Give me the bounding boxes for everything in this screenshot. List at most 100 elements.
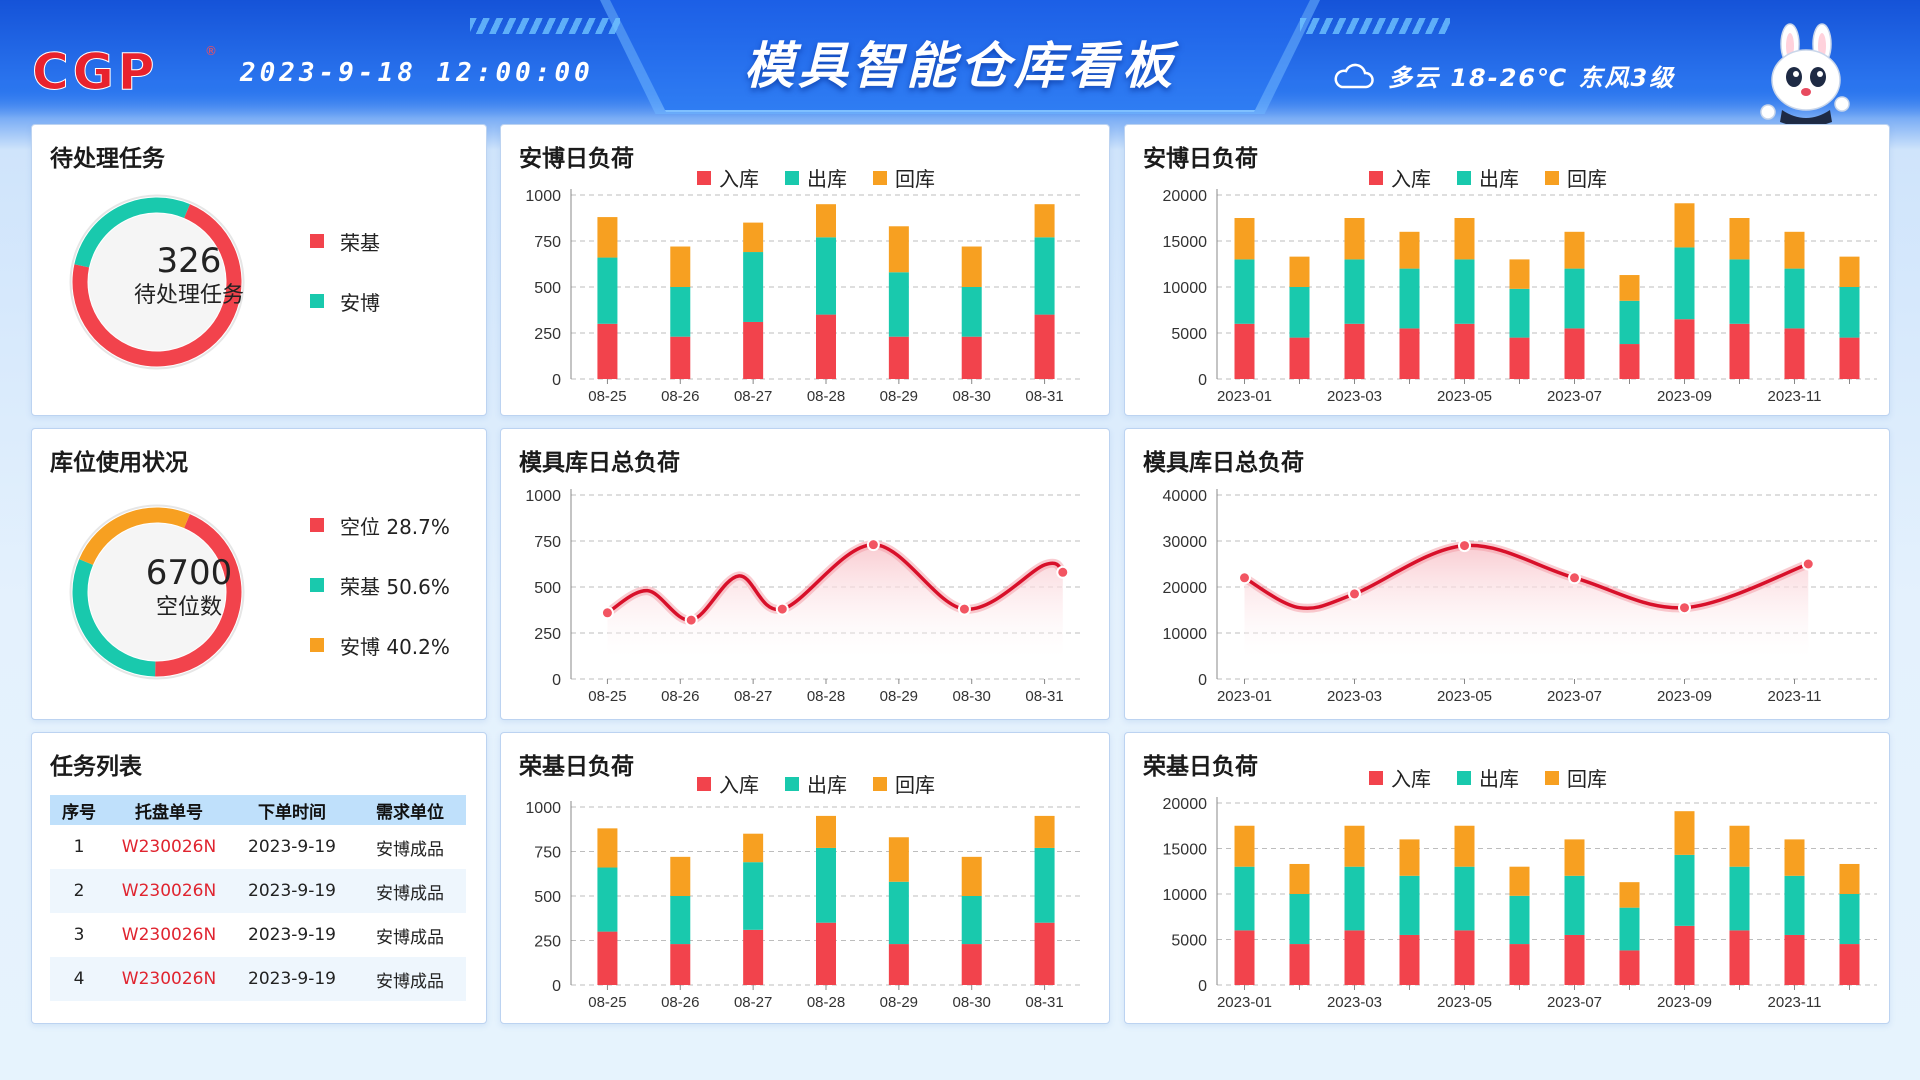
x-tick-label: 08-30 bbox=[953, 688, 991, 705]
table-row[interactable]: 1 W230026N 2023-9-19 安博成品 bbox=[50, 825, 466, 869]
bar-segment bbox=[1234, 930, 1255, 985]
header-stripes-left bbox=[470, 18, 620, 34]
y-tick-label: 0 bbox=[1198, 672, 1207, 689]
bar-segment bbox=[597, 931, 618, 985]
bar-segment bbox=[1454, 825, 1475, 867]
bar-segment bbox=[743, 321, 764, 379]
legend-label: 出库 bbox=[1479, 167, 1519, 191]
legend-label: 空位 28.7% bbox=[340, 514, 450, 539]
y-tick-label: 750 bbox=[534, 234, 561, 251]
panel-title: 荣基日负荷 bbox=[1143, 754, 1258, 780]
data-point bbox=[1458, 539, 1471, 553]
legend-swatch bbox=[697, 776, 711, 791]
bar-segment bbox=[1234, 218, 1255, 260]
anbo-daily-panel: 安博日负荷 入库 出库 回库 0 250 500 750 1000 08-25 08-26 0… bbox=[500, 124, 1110, 416]
donut-segment bbox=[79, 507, 190, 566]
bar-segment bbox=[1344, 259, 1365, 324]
donut-segment bbox=[72, 559, 156, 677]
cell-order-time: 2023-9-19 bbox=[248, 969, 336, 989]
panel-title: 任务列表 bbox=[50, 754, 142, 780]
legend-swatch bbox=[1545, 170, 1559, 185]
x-tick-label: 08-27 bbox=[734, 388, 772, 405]
y-tick-label: 1000 bbox=[525, 188, 561, 205]
rongji-monthly-chart: 0 5000 10000 15000 20000 2023-01 2023-03 2023-0… bbox=[1163, 796, 1877, 1011]
cell-pallet-no: W230026N bbox=[121, 837, 217, 857]
x-tick-label: 08-31 bbox=[1025, 688, 1063, 705]
donut-segment bbox=[72, 204, 242, 367]
bar-segment bbox=[1034, 204, 1055, 238]
panel-title: 模具库日总负荷 bbox=[1143, 450, 1304, 476]
cell-unit: 安博成品 bbox=[376, 927, 444, 948]
column-header: 序号 bbox=[62, 802, 96, 823]
data-point bbox=[1238, 571, 1251, 585]
bar-segment bbox=[1674, 247, 1695, 320]
x-tick-label: 2023-07 bbox=[1547, 994, 1602, 1011]
x-tick-label: 2023-01 bbox=[1217, 688, 1272, 705]
x-tick-label: 08-28 bbox=[807, 688, 845, 705]
bar-segment bbox=[1454, 218, 1475, 260]
legend-label: 回库 bbox=[895, 167, 935, 191]
x-tick-label: 08-31 bbox=[1025, 994, 1063, 1011]
bar-segment bbox=[597, 828, 618, 868]
y-tick-label: 20000 bbox=[1163, 796, 1208, 813]
bar-segment bbox=[1399, 328, 1420, 379]
bar-segment bbox=[1674, 925, 1695, 985]
data-point bbox=[957, 602, 971, 616]
y-tick-label: 10000 bbox=[1163, 280, 1208, 297]
cell-index: 2 bbox=[73, 881, 85, 901]
legend-item: 荣基 bbox=[310, 211, 380, 271]
legend-item: 出库 bbox=[785, 163, 847, 192]
x-tick-label: 2023-07 bbox=[1547, 388, 1602, 405]
x-tick-label: 08-29 bbox=[880, 688, 918, 705]
bar-segment bbox=[961, 246, 982, 287]
bar-segment bbox=[1399, 268, 1420, 329]
storage-legend: 空位 28.7% 荣基 50.6% 安博 40.2% bbox=[310, 495, 450, 675]
legend-label: 入库 bbox=[719, 773, 759, 797]
table-row[interactable]: 4 W230026N 2023-9-19 安博成品 bbox=[50, 957, 466, 1001]
x-tick-label: 08-25 bbox=[588, 388, 626, 405]
bar-segment bbox=[743, 929, 764, 985]
y-tick-label: 0 bbox=[552, 978, 561, 995]
bar-segment bbox=[816, 314, 836, 379]
x-tick-label: 08-28 bbox=[807, 994, 845, 1011]
chart-legend: 入库 出库 回库 bbox=[1369, 163, 1607, 192]
bar-segment bbox=[670, 896, 691, 945]
bar-segment bbox=[1034, 922, 1055, 985]
bar-segment bbox=[961, 287, 982, 337]
legend-item: 安博 40.2% bbox=[310, 615, 450, 675]
bar-segment bbox=[1784, 328, 1805, 379]
y-tick-label: 0 bbox=[1198, 978, 1207, 995]
series-line bbox=[606, 542, 1064, 622]
x-tick-label: 2023-03 bbox=[1327, 688, 1382, 705]
legend-swatch bbox=[1369, 170, 1383, 185]
column-header: 需求单位 bbox=[376, 802, 444, 823]
table-row[interactable]: 2 W230026N 2023-9-19 安博成品 bbox=[50, 869, 466, 913]
x-tick-label: 2023-05 bbox=[1437, 388, 1492, 405]
bar-segment bbox=[1839, 894, 1860, 945]
cell-index: 1 bbox=[73, 837, 85, 857]
y-tick-label: 10000 bbox=[1163, 626, 1208, 643]
donut-outer-ring bbox=[69, 194, 245, 370]
cloud-icon bbox=[1334, 63, 1374, 88]
legend-swatch bbox=[785, 776, 799, 791]
bar-segment bbox=[1289, 863, 1310, 894]
legend-swatch bbox=[310, 234, 324, 248]
registered-mark: ® bbox=[205, 44, 217, 58]
bar-segment bbox=[1564, 328, 1585, 379]
page-title: 模具智能仓库看板 bbox=[744, 37, 1176, 95]
bar-segment bbox=[1289, 894, 1310, 945]
legend-label: 出库 bbox=[1479, 767, 1519, 791]
bar-segment bbox=[1509, 337, 1530, 379]
donut-outer-ring bbox=[69, 504, 245, 680]
panel-title: 安博日负荷 bbox=[1143, 146, 1258, 172]
bar-segment bbox=[743, 222, 764, 253]
total-daily-chart: 0 250 500 750 1000 08-25 08-26 08-27 08-28 08-29 0… bbox=[525, 488, 1081, 705]
header: CGP ® 2023-9-18 12:00:00 模具智能仓库看板 多云 18-… bbox=[0, 0, 1920, 127]
storage-usage-panel: 库位使用状况 6700 空位数 空位 28.7% 荣基 50.6% 安博 40.… bbox=[31, 428, 487, 720]
bar-segment bbox=[670, 287, 691, 337]
donut-inner-fill bbox=[88, 523, 226, 661]
table-row[interactable]: 3 W230026N 2023-9-19 安博成品 bbox=[50, 913, 466, 957]
legend-swatch bbox=[310, 638, 324, 652]
x-tick-label: 08-28 bbox=[807, 388, 845, 405]
bar-segment bbox=[597, 217, 618, 258]
